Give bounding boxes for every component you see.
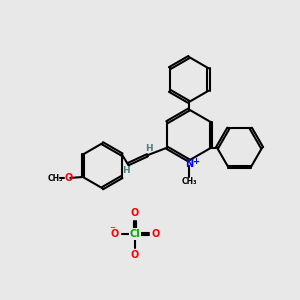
- Text: O: O: [131, 250, 139, 260]
- Text: ⁻: ⁻: [109, 225, 115, 236]
- Text: O: O: [152, 229, 160, 239]
- Text: CH₃: CH₃: [48, 174, 63, 183]
- Text: Cl: Cl: [130, 229, 140, 239]
- Text: +: +: [192, 158, 199, 166]
- Text: H: H: [145, 144, 153, 153]
- Text: O: O: [131, 208, 139, 218]
- Text: O: O: [110, 229, 118, 239]
- Text: H: H: [123, 166, 130, 175]
- Text: O: O: [64, 173, 73, 184]
- Text: CH₃: CH₃: [181, 177, 197, 186]
- Text: N: N: [185, 159, 194, 169]
